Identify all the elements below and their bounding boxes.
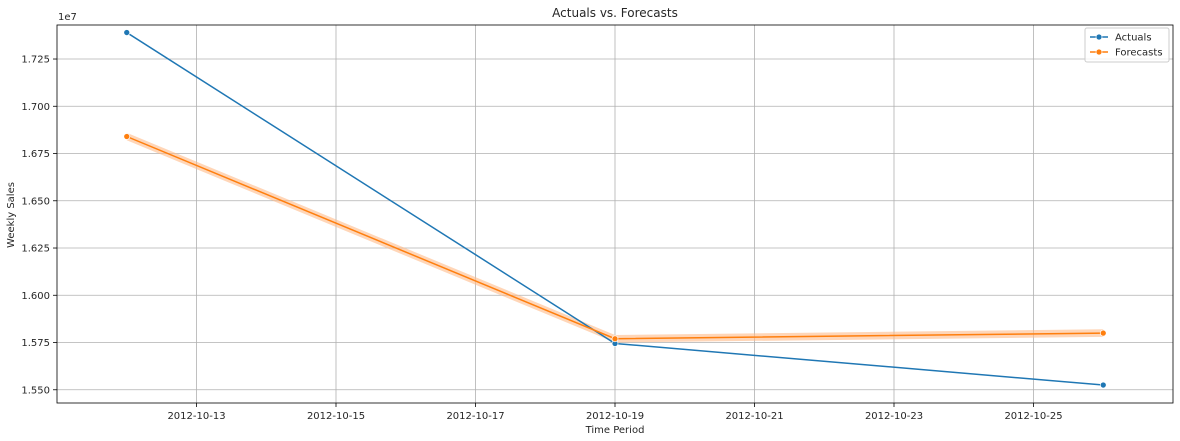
y-tick-label: 1.550 <box>21 385 50 396</box>
x-tick-label: 2012-10-23 <box>865 411 923 422</box>
y-tick-label: 1.650 <box>21 196 50 207</box>
y-axis-ticks: 1.550 1.575 1.600 1.625 1.650 1.675 1.700 1.725 <box>21 55 57 396</box>
x-tick-label: 2012-10-15 <box>307 411 365 422</box>
y-tick-label: 1.725 <box>21 55 50 66</box>
data-point-actuals <box>123 29 131 36</box>
x-tick-label: 2012-10-17 <box>446 411 504 422</box>
x-tick-label: 2012-10-25 <box>1004 411 1062 422</box>
x-tick-label: 2012-10-19 <box>586 411 644 422</box>
series-markers <box>123 29 1107 389</box>
legend-label-actuals: Actuals <box>1115 33 1152 44</box>
y-axis-title: Weekly Sales <box>6 182 17 248</box>
data-point-forecasts <box>1099 329 1107 337</box>
y-tick-label: 1.575 <box>21 338 50 349</box>
x-axis-ticks: 2012-10-13 2012-10-15 2012-10-17 2012-10-19… <box>167 403 1063 422</box>
x-axis-title: Time Period <box>585 425 645 436</box>
x-tick-label: 2012-10-13 <box>167 411 225 422</box>
x-tick-label: 2012-10-21 <box>725 411 783 422</box>
legend: Actuals Forecasts <box>1084 27 1170 63</box>
y-tick-label: 1.600 <box>21 291 50 302</box>
data-point-forecasts <box>611 335 619 343</box>
y-axis-offset-label: 1e7 <box>58 12 77 23</box>
y-tick-label: 1.625 <box>21 244 50 255</box>
data-point-actuals <box>1099 381 1107 389</box>
legend-label-forecasts: Forecasts <box>1115 48 1163 59</box>
legend-marker-actuals <box>1095 33 1103 41</box>
y-tick-label: 1.700 <box>21 102 50 113</box>
legend-marker-forecasts <box>1095 48 1103 56</box>
y-tick-label: 1.675 <box>21 149 50 160</box>
data-point-forecasts <box>123 133 131 140</box>
chart-title: Actuals vs. Forecasts <box>552 6 678 20</box>
